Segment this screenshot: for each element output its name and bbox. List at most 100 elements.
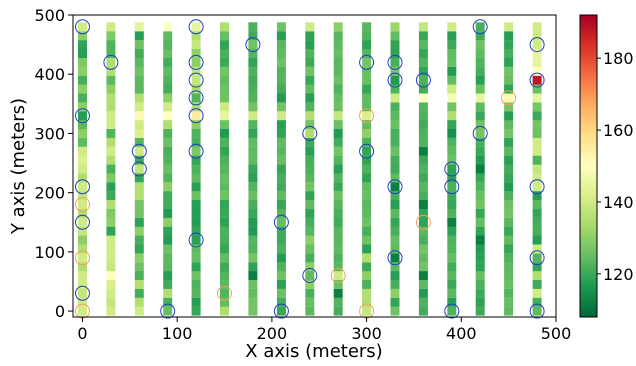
data-point-square xyxy=(191,271,201,280)
data-point-square xyxy=(134,253,144,263)
data-point-square xyxy=(134,182,144,192)
x-tick-label: 0 xyxy=(77,324,87,343)
data-point-square xyxy=(504,288,514,298)
data-point-square xyxy=(333,244,343,254)
highlight-circle-orange xyxy=(330,268,346,283)
data-point-square xyxy=(134,271,144,280)
data-point-square xyxy=(418,279,428,289)
highlight-circle-orange xyxy=(75,250,90,266)
data-point-square xyxy=(134,31,144,41)
data-point-square xyxy=(220,191,229,201)
data-point-square xyxy=(475,217,485,227)
data-point-square xyxy=(532,200,542,209)
y-axis-ticks: 0 100 200 300 400 500 xyxy=(34,6,73,321)
data-point-square xyxy=(220,253,229,263)
data-point-square xyxy=(532,49,542,58)
data-point-square xyxy=(276,93,286,103)
data-point-square xyxy=(305,66,315,76)
data-point-square xyxy=(191,57,201,67)
data-point-square xyxy=(191,173,201,183)
data-point-square xyxy=(78,191,87,201)
data-point-square xyxy=(504,155,514,165)
data-point-square xyxy=(78,84,87,94)
data-point-square xyxy=(106,306,116,316)
data-point-square xyxy=(475,40,485,50)
data-point-square xyxy=(475,93,485,103)
highlight-circle-blue xyxy=(188,232,204,248)
data-point-square xyxy=(220,84,229,94)
data-point-square xyxy=(447,235,457,245)
data-point-square xyxy=(191,244,201,254)
data-point-square xyxy=(220,111,229,121)
data-point-square xyxy=(106,164,116,174)
data-point-square xyxy=(390,93,400,103)
highlight-circle-blue xyxy=(188,143,204,159)
data-point-square xyxy=(248,102,258,112)
highlight-circle-blue xyxy=(188,108,204,124)
data-point-square xyxy=(447,31,457,41)
data-point-square xyxy=(248,22,258,32)
data-point-square xyxy=(532,155,542,165)
data-point-square xyxy=(163,155,173,165)
data-point-square xyxy=(333,102,343,112)
data-point-square xyxy=(248,226,258,236)
data-point-square xyxy=(333,49,343,58)
data-point-square xyxy=(163,75,173,85)
data-point-square xyxy=(163,40,173,50)
data-point-square xyxy=(390,262,400,272)
data-point-square xyxy=(333,128,343,138)
data-point-square xyxy=(191,120,201,129)
data-point-square xyxy=(362,235,372,245)
data-point-square xyxy=(276,306,286,316)
data-point-square xyxy=(276,182,286,192)
data-point-square xyxy=(78,49,87,58)
data-point-square xyxy=(78,155,87,165)
data-point-square xyxy=(504,93,514,103)
data-point-square xyxy=(163,146,173,156)
data-point-square xyxy=(390,137,400,147)
data-point-square xyxy=(276,297,286,307)
data-point-square xyxy=(163,244,173,254)
data-point-square xyxy=(390,155,400,165)
data-point-square xyxy=(134,297,144,307)
data-point-square xyxy=(362,155,372,165)
data-point-square xyxy=(362,200,372,209)
data-point-square xyxy=(447,93,457,103)
data-point-square xyxy=(418,155,428,165)
data-point-square xyxy=(362,146,372,156)
highlight-circle-blue xyxy=(415,72,431,88)
data-point-square xyxy=(106,137,116,147)
data-point-square xyxy=(163,253,173,263)
data-point-square xyxy=(390,111,400,121)
data-point-square xyxy=(418,75,428,85)
data-point-square xyxy=(390,306,400,316)
data-point-square xyxy=(532,31,542,41)
data-point-square xyxy=(447,297,457,307)
data-point-square xyxy=(191,128,201,138)
data-point-square xyxy=(276,208,286,218)
data-point-square xyxy=(305,102,315,112)
data-point-square xyxy=(276,262,286,272)
highlight-circle-blue xyxy=(359,54,375,70)
data-point-square xyxy=(191,279,201,289)
data-point-square xyxy=(333,155,343,165)
data-point-square xyxy=(362,271,372,280)
highlight-circle-blue xyxy=(387,250,403,266)
data-point-square xyxy=(220,120,229,129)
data-point-square xyxy=(447,244,457,254)
data-point-square xyxy=(305,49,315,58)
highlight-circle-blue xyxy=(75,179,90,195)
data-point-square xyxy=(220,217,229,227)
data-point-square xyxy=(447,182,457,192)
data-point-square xyxy=(532,182,542,192)
data-point-square xyxy=(134,244,144,254)
data-point-square xyxy=(333,40,343,50)
data-point-square xyxy=(276,31,286,41)
highlight-circle-blue xyxy=(472,125,488,141)
data-point-square xyxy=(504,235,514,245)
highlight-circle-blue xyxy=(103,54,119,70)
data-point-square xyxy=(106,31,116,41)
data-point-square xyxy=(106,226,116,236)
data-point-square xyxy=(134,128,144,138)
